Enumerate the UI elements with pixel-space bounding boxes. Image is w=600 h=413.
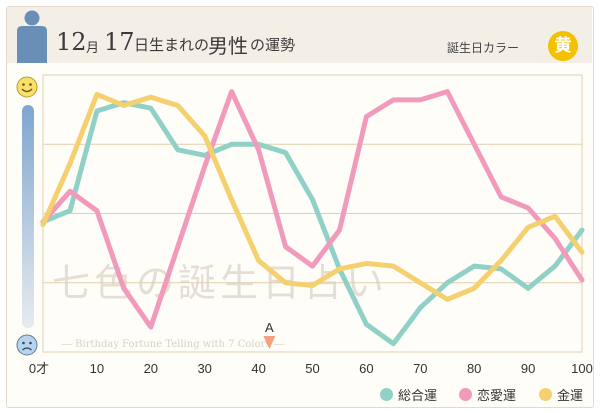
- title-male: 男性: [208, 34, 248, 58]
- overall-line: [40, 100, 585, 347]
- legend-dot-money: [539, 388, 552, 401]
- x-tick-label: 90: [521, 361, 535, 376]
- x-tick-label: 10: [90, 361, 104, 376]
- title-birth-text: 日生まれの: [134, 36, 210, 54]
- love-line: [40, 89, 585, 330]
- x-tick-label: 40: [251, 361, 265, 376]
- header-bar: [7, 7, 592, 63]
- fortune-level-bar: [22, 105, 34, 328]
- marker-arrow: [263, 336, 276, 349]
- x-tick-label: 30: [197, 361, 211, 376]
- x-tick-label: 0才: [29, 361, 49, 376]
- money-line: [40, 91, 585, 302]
- chart-frame: [6, 6, 594, 408]
- x-tick-label: 70: [413, 361, 427, 376]
- legend-dot-love: [459, 388, 472, 401]
- marker-label: A: [265, 320, 274, 335]
- title-month-number: 12: [56, 28, 87, 56]
- legend-label-love: 恋愛運: [477, 389, 517, 404]
- x-tick-label: 20: [144, 361, 158, 376]
- worried-icon: [16, 334, 38, 356]
- birthday-color-badge: 黄: [548, 31, 578, 61]
- legend-label-money: 金運: [557, 389, 584, 404]
- x-axis-ticks: 0才 10 20 30 40 50 60 70 80 90 100: [29, 361, 593, 376]
- series-lines: [40, 89, 585, 347]
- birthday-color-label: 誕生日カラー: [447, 41, 520, 55]
- legend-dot-overall: [380, 388, 393, 401]
- legend-label-overall: 総合運: [398, 389, 438, 404]
- chart-grid: [42, 74, 583, 353]
- smile-icon: [16, 76, 38, 98]
- watermark-subtitle: ― Birthday Fortune Telling with 7 Colors…: [62, 339, 284, 350]
- x-tick-label: 50: [305, 361, 319, 376]
- x-tick-label: 80: [467, 361, 481, 376]
- person-silhouette-icon: [17, 10, 47, 63]
- title-fortune: の運勢: [250, 36, 296, 54]
- x-tick-label: 60: [359, 361, 373, 376]
- title-day-number: 17: [104, 28, 135, 56]
- x-tick-label: 100: [571, 361, 593, 376]
- title-month-unit: 月: [86, 41, 100, 56]
